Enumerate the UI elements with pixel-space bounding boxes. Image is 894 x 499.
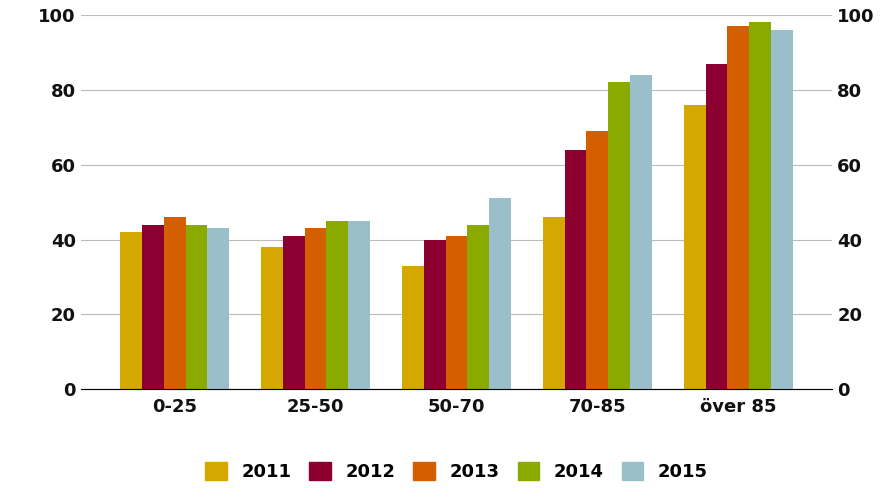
Bar bbox=[445, 236, 467, 389]
Bar bbox=[261, 247, 283, 389]
Bar bbox=[185, 225, 207, 389]
Bar bbox=[141, 225, 164, 389]
Bar bbox=[423, 240, 445, 389]
Bar bbox=[467, 225, 489, 389]
Legend: 2011, 2012, 2013, 2014, 2015: 2011, 2012, 2013, 2014, 2015 bbox=[198, 455, 714, 488]
Bar bbox=[748, 22, 771, 389]
Bar bbox=[586, 131, 608, 389]
Bar bbox=[564, 150, 586, 389]
Bar bbox=[608, 82, 629, 389]
Bar bbox=[542, 217, 564, 389]
Bar bbox=[727, 26, 748, 389]
Bar bbox=[401, 265, 423, 389]
Bar bbox=[683, 105, 704, 389]
Bar bbox=[704, 64, 727, 389]
Bar bbox=[207, 229, 229, 389]
Bar bbox=[326, 221, 348, 389]
Bar bbox=[164, 217, 185, 389]
Bar bbox=[120, 232, 141, 389]
Bar bbox=[348, 221, 370, 389]
Bar bbox=[489, 199, 510, 389]
Bar bbox=[283, 236, 304, 389]
Bar bbox=[304, 229, 326, 389]
Bar bbox=[629, 75, 651, 389]
Bar bbox=[771, 30, 792, 389]
